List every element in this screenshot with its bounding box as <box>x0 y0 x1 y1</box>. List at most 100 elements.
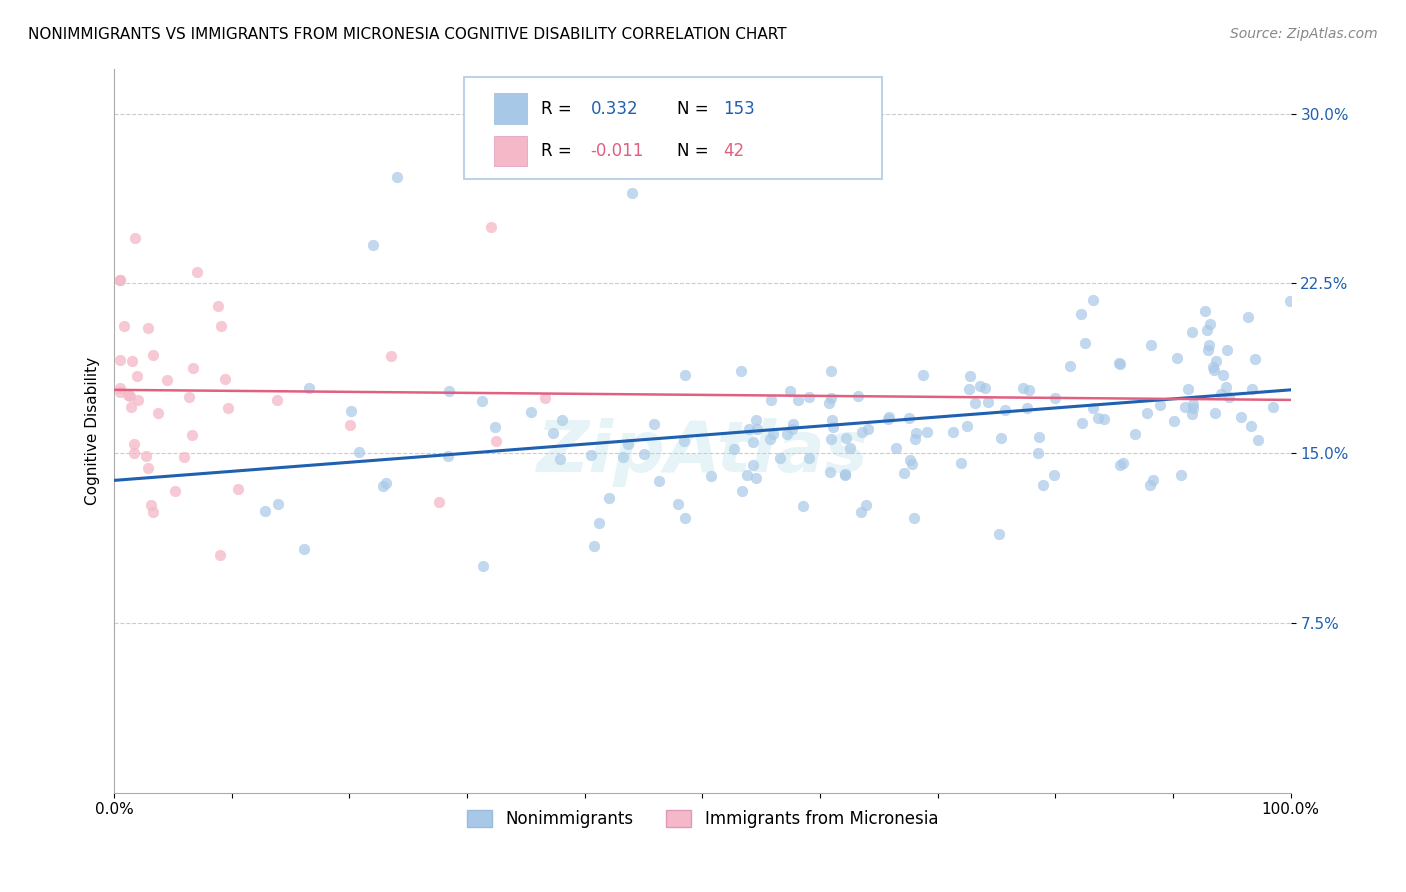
Point <box>787 392 810 407</box>
Point <box>745 413 768 427</box>
Point <box>1109 357 1132 371</box>
Point <box>769 451 792 466</box>
Point <box>1202 360 1225 375</box>
Point <box>253 504 276 518</box>
Point <box>1240 418 1263 433</box>
Point <box>148 406 170 420</box>
Point <box>700 468 723 483</box>
Point <box>901 457 924 471</box>
Point <box>1180 325 1202 339</box>
Point <box>959 369 981 384</box>
Point <box>437 449 460 463</box>
Point <box>1081 293 1104 307</box>
Point <box>1199 317 1222 331</box>
Point <box>1032 477 1054 491</box>
Point <box>942 425 965 439</box>
Point <box>1216 343 1239 357</box>
Point <box>1181 407 1204 421</box>
Point <box>849 505 872 519</box>
Point <box>782 417 804 431</box>
Point <box>758 432 780 446</box>
FancyBboxPatch shape <box>464 78 883 179</box>
Point <box>904 426 927 441</box>
Point <box>817 395 839 409</box>
Point <box>1043 467 1066 482</box>
Point <box>484 420 506 434</box>
Point <box>217 401 239 416</box>
Point <box>120 400 142 414</box>
Point <box>1177 383 1199 397</box>
Point <box>108 273 131 287</box>
Point <box>581 448 603 462</box>
Point <box>884 441 907 455</box>
Point <box>820 392 842 406</box>
Point <box>183 361 205 376</box>
Point <box>969 378 991 392</box>
Point <box>1073 336 1095 351</box>
Text: N =: N = <box>676 100 709 118</box>
Point <box>181 427 204 442</box>
Point <box>762 427 785 442</box>
Point <box>207 299 229 313</box>
Point <box>1197 343 1219 357</box>
Bar <box>494 136 527 166</box>
Point <box>138 461 160 475</box>
Point <box>957 382 980 396</box>
Point <box>820 465 842 479</box>
Point <box>974 381 997 395</box>
Point <box>915 425 938 439</box>
Point <box>1136 407 1159 421</box>
Y-axis label: Cognitive Disability: Cognitive Disability <box>86 357 100 505</box>
Point <box>1247 433 1270 447</box>
Point <box>1028 430 1050 444</box>
Point <box>347 445 370 459</box>
Point <box>877 412 900 426</box>
Point <box>298 381 321 395</box>
Point <box>911 368 934 382</box>
Point <box>839 441 862 455</box>
Point <box>893 466 915 480</box>
Point <box>142 348 165 362</box>
Point <box>1111 456 1133 470</box>
Point <box>759 392 782 407</box>
Point <box>976 394 998 409</box>
Point <box>620 186 643 200</box>
Point <box>1215 380 1237 394</box>
Point <box>471 393 494 408</box>
Point <box>723 442 745 456</box>
Point <box>1261 400 1284 414</box>
Point <box>779 384 801 398</box>
Point <box>877 409 900 424</box>
Point <box>987 526 1010 541</box>
Point <box>163 483 186 498</box>
Point <box>1204 406 1226 420</box>
Point <box>1240 382 1263 396</box>
Point <box>792 499 814 513</box>
Point <box>1174 400 1197 414</box>
Text: 0.332: 0.332 <box>591 100 638 118</box>
Point <box>1070 307 1092 321</box>
Point <box>1163 414 1185 428</box>
Point <box>1142 473 1164 487</box>
Point <box>994 403 1017 417</box>
Point <box>1202 362 1225 376</box>
Point <box>1108 356 1130 370</box>
Point <box>371 479 394 493</box>
Point <box>1059 359 1081 373</box>
Point <box>835 431 858 445</box>
Point <box>226 483 249 497</box>
Point <box>519 405 541 419</box>
Point <box>1230 409 1253 424</box>
Point <box>1243 351 1265 366</box>
Point <box>112 318 135 333</box>
Point <box>1170 468 1192 483</box>
Text: R =: R = <box>541 142 572 160</box>
Point <box>122 446 145 460</box>
Text: N =: N = <box>676 142 709 160</box>
Point <box>963 396 986 410</box>
Point <box>142 505 165 519</box>
Point <box>851 425 873 440</box>
Point <box>776 426 799 441</box>
Point <box>1081 401 1104 415</box>
Point <box>1218 390 1240 404</box>
